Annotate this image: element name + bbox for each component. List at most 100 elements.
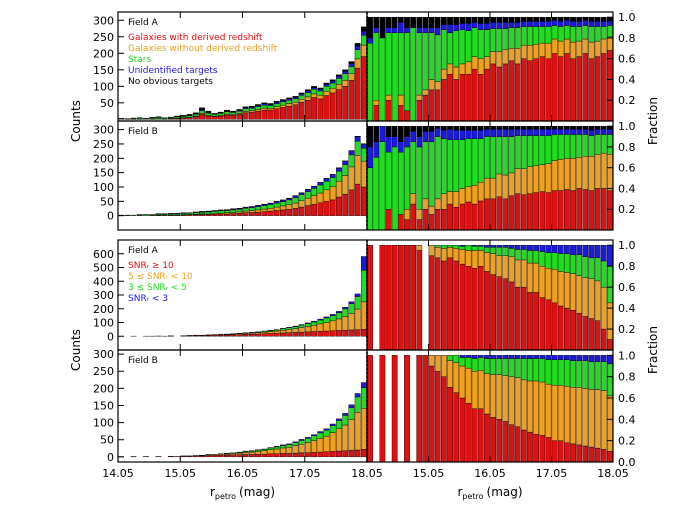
bar-segment	[514, 286, 521, 351]
bar-segment	[379, 141, 386, 231]
y-tick-label: 200	[93, 303, 114, 316]
bar-segment	[484, 247, 490, 253]
bar-segment	[298, 324, 305, 326]
bar-segment	[600, 361, 607, 391]
panel-title: Field B	[128, 127, 158, 137]
bar-segment	[441, 248, 447, 262]
bar-segment	[594, 26, 601, 42]
bar-segment	[298, 101, 305, 120]
bar-segment	[404, 32, 410, 111]
bar-segment	[570, 309, 576, 351]
bar-segment	[286, 444, 293, 448]
bar-segment	[428, 255, 435, 351]
bar-segment	[348, 66, 355, 74]
bar-segment	[453, 125, 460, 131]
bar-segment	[248, 454, 255, 458]
bar-segment	[527, 21, 533, 27]
bar-segment	[551, 302, 558, 351]
bar-segment	[360, 387, 367, 409]
bar-segment	[459, 130, 466, 140]
legend-entry: 5 ≤ SNRᵣ < 10	[128, 272, 193, 282]
bar-segment	[477, 138, 484, 183]
bar-segment	[373, 141, 380, 158]
bar-segment	[385, 16, 392, 28]
bar-segment	[373, 27, 380, 33]
bar-segment	[502, 129, 509, 137]
bar-segment	[367, 167, 373, 231]
bar-segment	[490, 274, 496, 351]
bar-segment	[336, 181, 342, 198]
bar-segment	[570, 26, 576, 43]
bar-segment	[539, 435, 546, 463]
bar-segment	[600, 328, 607, 351]
bar-segment	[551, 134, 558, 161]
bar-segment	[484, 252, 490, 272]
bar-segment	[471, 245, 478, 247]
bar-segment	[404, 245, 410, 351]
bar-segment	[527, 166, 533, 194]
bar-segment	[422, 131, 429, 142]
bar-segment	[242, 108, 249, 112]
bar-segment	[248, 451, 255, 455]
bar-segment	[317, 319, 324, 325]
bar-segment	[564, 253, 570, 273]
bar-segment	[594, 320, 601, 351]
y-axis-label: Counts	[69, 329, 83, 371]
y-tick-label: 100	[93, 80, 114, 93]
bar-segment	[508, 60, 515, 122]
bar-segment	[582, 38, 589, 54]
bar-segment	[533, 16, 540, 22]
bar-segment	[329, 330, 336, 337]
bar-segment	[348, 166, 355, 191]
bar-segment	[261, 208, 268, 212]
bar-segment	[514, 22, 521, 28]
bar-segment	[545, 26, 552, 44]
bar-segment	[304, 437, 311, 439]
y-tick-label: 50	[100, 97, 114, 110]
bar-segment	[570, 21, 576, 27]
bar-segment	[508, 172, 515, 196]
bar-segment	[594, 188, 601, 231]
bar-segment	[348, 404, 355, 408]
bar-segment	[520, 249, 527, 261]
bar-segment	[367, 125, 373, 148]
bar-segment	[304, 99, 311, 120]
bar-segment	[600, 134, 607, 154]
bar-segment	[379, 16, 386, 39]
y-axis-label: Fraction	[646, 326, 660, 374]
bar-segment	[539, 265, 546, 298]
bar-segment	[434, 27, 441, 36]
bar-segment	[557, 134, 564, 160]
bar-segment	[267, 103, 274, 105]
bar-segment	[564, 125, 570, 130]
x-tick-label: 17.05	[536, 467, 568, 480]
bar-segment	[385, 125, 392, 137]
bar-segment	[323, 330, 330, 337]
bar-segment	[459, 245, 466, 247]
bar-segment	[490, 198, 496, 231]
bar-segment	[336, 312, 342, 320]
bar-segment	[551, 269, 558, 304]
bar-segment	[477, 370, 484, 409]
bar-segment	[453, 355, 460, 364]
bar-segment	[570, 190, 576, 231]
bar-segment	[273, 202, 280, 208]
bar-segment	[397, 151, 404, 215]
bar-segment	[217, 210, 224, 214]
bar-segment	[286, 103, 293, 107]
x-axis-label-sub: petro	[462, 492, 483, 501]
bar-segment	[551, 38, 558, 54]
bar-segment	[360, 143, 367, 149]
bar-segment	[304, 323, 311, 327]
bar-segment	[360, 30, 367, 36]
bar-segment	[471, 138, 478, 186]
bar-segment	[551, 252, 558, 270]
y-tick-label: 0	[107, 330, 114, 343]
bar-segment	[600, 16, 607, 22]
bar-segment	[367, 355, 373, 463]
bar-segment	[551, 129, 558, 135]
bar-segment	[323, 317, 330, 323]
bar-segment	[286, 199, 293, 205]
bar-segment	[607, 395, 613, 452]
bar-segment	[428, 141, 435, 207]
